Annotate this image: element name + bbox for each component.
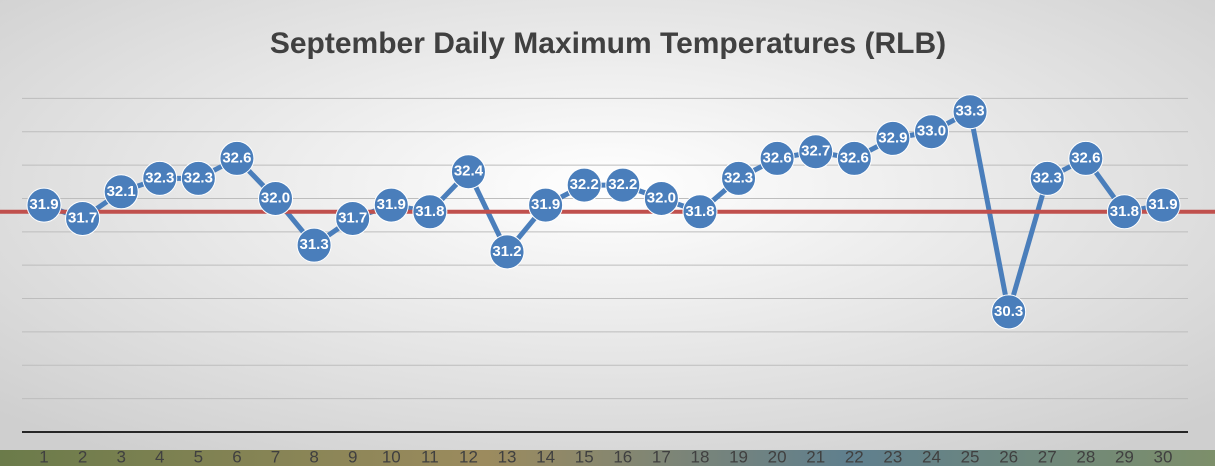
data-label: 31.9 — [1148, 196, 1177, 213]
x-tick-label: 27 — [1038, 447, 1057, 466]
x-tick-label: 6 — [232, 447, 241, 466]
x-tick-label: 26 — [999, 447, 1018, 466]
x-tick-label: 22 — [845, 447, 864, 466]
x-tick-label: 18 — [691, 447, 710, 466]
x-tick-label: 12 — [459, 447, 478, 466]
data-label: 33.3 — [955, 103, 984, 120]
data-label: 32.0 — [261, 189, 290, 206]
data-label: 32.4 — [454, 163, 484, 180]
x-tick-label: 7 — [271, 447, 280, 466]
data-label: 32.6 — [763, 149, 792, 166]
x-tick-label: 28 — [1076, 447, 1095, 466]
data-label: 32.3 — [184, 169, 213, 186]
data-label: 31.9 — [29, 196, 58, 213]
data-label: 31.7 — [338, 209, 367, 226]
x-tick-label: 30 — [1154, 447, 1173, 466]
x-tick-label: 13 — [498, 447, 517, 466]
x-tick-label: 21 — [806, 447, 825, 466]
data-label: 32.6 — [222, 149, 251, 166]
x-tick-label: 20 — [768, 447, 787, 466]
data-label: 31.3 — [300, 236, 329, 253]
data-label: 31.7 — [68, 209, 97, 226]
x-tick-label: 29 — [1115, 447, 1134, 466]
data-label: 31.8 — [685, 203, 714, 220]
chart: September Daily Maximum Temperatures (RL… — [0, 0, 1215, 466]
data-label: 31.9 — [377, 196, 406, 213]
data-label: 32.9 — [878, 129, 907, 146]
data-label: 32.6 — [840, 149, 869, 166]
data-label: 32.0 — [647, 189, 676, 206]
x-tick-label: 8 — [309, 447, 318, 466]
data-label: 32.2 — [570, 176, 599, 193]
x-tick-label: 23 — [883, 447, 902, 466]
data-label: 32.1 — [107, 183, 136, 200]
data-label: 32.2 — [608, 176, 637, 193]
data-label: 30.3 — [994, 303, 1023, 320]
x-tick-label: 17 — [652, 447, 671, 466]
x-tick-label: 5 — [194, 447, 203, 466]
data-label: 32.7 — [801, 143, 830, 160]
x-tick-label: 11 — [421, 447, 439, 466]
data-label: 32.6 — [1071, 149, 1100, 166]
data-label: 31.8 — [415, 203, 444, 220]
x-tick-label: 14 — [536, 447, 555, 466]
x-tick-label: 16 — [613, 447, 632, 466]
x-tick-label: 10 — [382, 447, 401, 466]
data-label: 33.0 — [917, 123, 946, 140]
data-label: 32.3 — [724, 169, 753, 186]
x-tick-label: 19 — [729, 447, 748, 466]
x-tick-label: 2 — [78, 447, 87, 466]
x-tick-label: 1 — [39, 447, 48, 466]
x-tick-label: 15 — [575, 447, 594, 466]
data-label: 32.3 — [145, 169, 174, 186]
chart-title: September Daily Maximum Temperatures (RL… — [270, 27, 946, 60]
x-tick-label: 4 — [155, 447, 164, 466]
data-label: 31.2 — [492, 243, 521, 260]
x-tick-label: 25 — [961, 447, 980, 466]
x-tick-label: 9 — [348, 447, 357, 466]
data-label: 32.3 — [1033, 169, 1062, 186]
x-tick-label: 24 — [922, 447, 941, 466]
x-tick-label: 3 — [116, 447, 125, 466]
data-label: 31.8 — [1110, 203, 1139, 220]
photo-strip — [0, 450, 1215, 466]
data-label: 31.9 — [531, 196, 560, 213]
